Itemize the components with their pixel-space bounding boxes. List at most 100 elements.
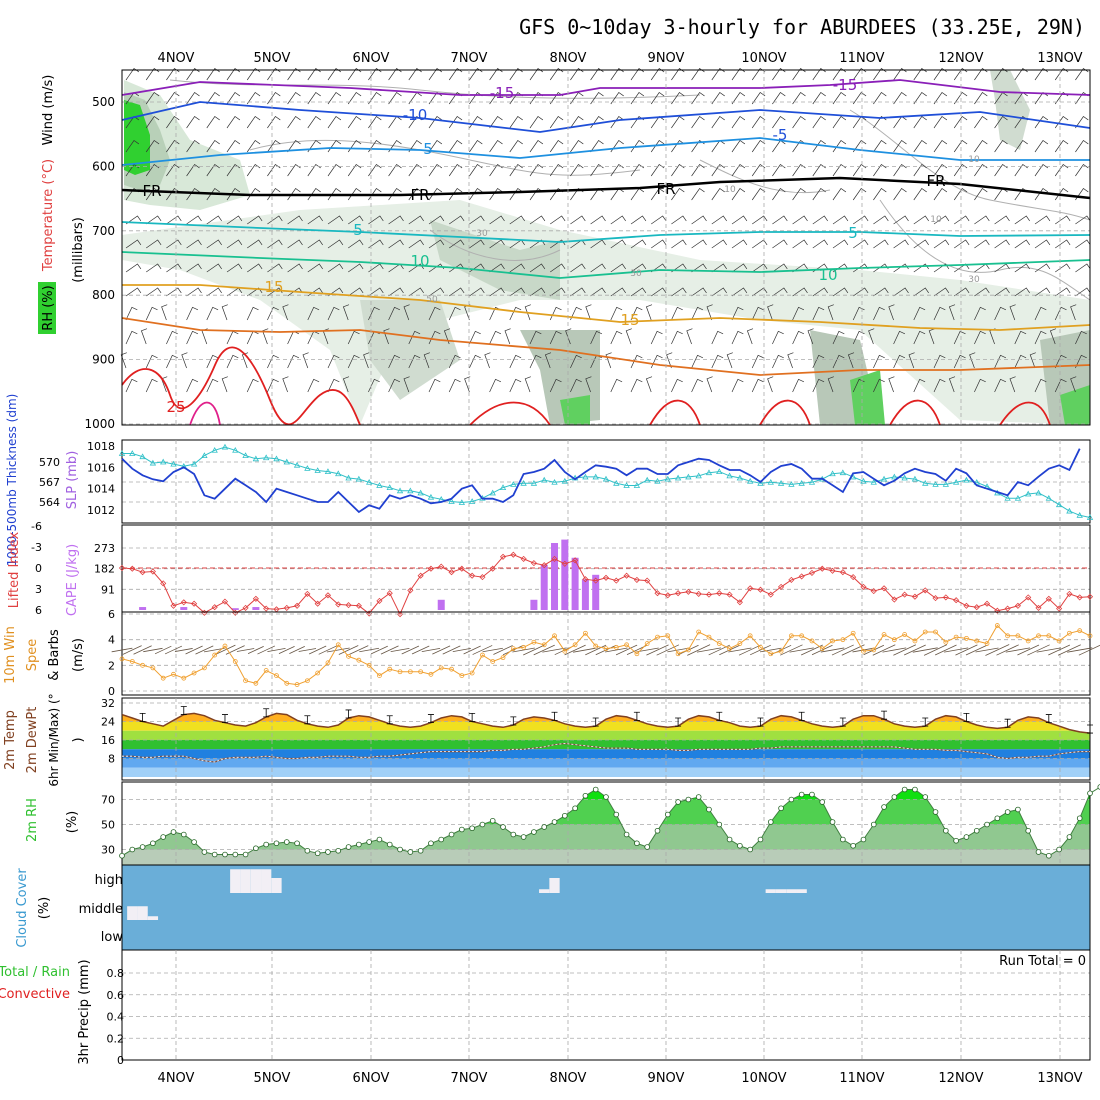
rh-marker xyxy=(325,849,331,855)
wind-barb xyxy=(428,92,443,105)
wind-barb xyxy=(1034,215,1051,225)
wind-barb xyxy=(994,116,1008,129)
wind-barb xyxy=(225,645,245,655)
wind-barb xyxy=(327,140,342,153)
wind-barb xyxy=(671,287,687,297)
wind-barb xyxy=(994,306,1007,321)
wind-marker xyxy=(531,639,537,645)
wind-barb xyxy=(711,140,725,153)
wind-barb xyxy=(186,263,202,273)
rh-contour xyxy=(249,139,641,176)
wind-barb xyxy=(509,287,525,297)
li-marker xyxy=(911,593,919,600)
wind-barb xyxy=(166,92,180,105)
wind-barb xyxy=(1075,263,1091,273)
wind-barb xyxy=(605,647,628,653)
wind-marker xyxy=(171,671,176,677)
temp-minmax xyxy=(427,714,434,724)
wind-marker xyxy=(943,639,949,645)
wind-barb xyxy=(852,330,865,345)
wind-barb xyxy=(923,644,948,656)
li-marker xyxy=(242,604,249,611)
rh-marker xyxy=(283,839,290,845)
wind-barb xyxy=(267,378,279,393)
wind-marker xyxy=(387,666,393,672)
wind-barb xyxy=(267,306,279,321)
wind-barb xyxy=(448,140,463,153)
wind-barb xyxy=(1034,287,1051,297)
wind-marker xyxy=(335,642,341,648)
slp-marker xyxy=(551,478,558,485)
wind-barb xyxy=(287,215,303,225)
li-marker xyxy=(716,590,723,597)
wind-barb xyxy=(948,376,956,393)
wind-barb xyxy=(570,68,584,81)
wind-barb xyxy=(691,306,704,321)
wind-marker xyxy=(830,638,835,644)
wind-barb xyxy=(166,239,182,249)
slp-tick: 1016 xyxy=(87,461,115,474)
bottom-date-label: 5NOV xyxy=(254,1071,291,1086)
li-marker xyxy=(798,573,805,580)
wind-barb xyxy=(246,68,261,81)
wind-barb xyxy=(166,164,180,177)
wind-marker xyxy=(984,641,990,646)
wind-barb xyxy=(752,239,768,249)
wind-marker xyxy=(304,678,310,684)
wind-marker xyxy=(572,642,578,648)
wind-axis-label: 10m Win xyxy=(3,626,18,684)
wind-barb xyxy=(523,644,545,656)
cape-li-panel: -6 -3 0 3 6 273 182 91 Lifted Index CAPE (J/kg) xyxy=(7,520,1094,618)
wind-barb xyxy=(327,68,342,81)
wind-marker xyxy=(881,632,887,637)
wind-barb xyxy=(630,287,647,297)
wind-barb xyxy=(789,647,814,653)
wind-barb xyxy=(691,188,705,201)
wind-barb xyxy=(751,68,766,81)
wind-barb xyxy=(221,304,228,321)
wind-barb xyxy=(509,68,523,81)
bottom-date-label: 8NOV xyxy=(550,1071,587,1086)
wind-barb xyxy=(342,376,350,393)
wind-barb xyxy=(186,116,200,129)
wind-barb xyxy=(390,647,410,653)
li-marker xyxy=(1045,595,1052,602)
slp-marker xyxy=(530,480,538,486)
wind-barb xyxy=(751,354,764,369)
rh-marker xyxy=(273,840,280,847)
wind-barb xyxy=(174,648,193,652)
wind-barb xyxy=(125,330,138,345)
slp-marker xyxy=(1035,489,1042,496)
wind-barb xyxy=(1014,215,1030,225)
wind-barb xyxy=(974,239,990,249)
slp-marker xyxy=(839,469,847,476)
isotherm xyxy=(121,101,1091,133)
wind-barb xyxy=(368,116,382,129)
slp-marker xyxy=(160,458,167,465)
wind-marker xyxy=(397,669,403,675)
wind-barb xyxy=(1034,263,1051,273)
li-marker xyxy=(170,602,177,609)
wind-barb xyxy=(913,215,929,225)
wind-barb xyxy=(423,352,430,369)
li-marker xyxy=(901,591,908,598)
wind-barb xyxy=(1070,376,1077,393)
wind-barb xyxy=(832,239,849,249)
wind-barb xyxy=(711,263,727,273)
slp-marker xyxy=(633,482,641,488)
li-marker xyxy=(499,553,507,560)
wind-barb xyxy=(933,354,946,369)
wind-barb xyxy=(1054,116,1069,129)
temp-minmax xyxy=(633,711,640,721)
wind-marker xyxy=(1077,628,1083,634)
wind-axis-label: Wind (m/s) xyxy=(41,75,56,146)
wind-barb xyxy=(893,140,907,153)
wind-barb xyxy=(893,263,909,273)
wind-barb xyxy=(570,215,586,225)
rh-marker xyxy=(469,825,475,832)
wind-barb xyxy=(509,188,523,201)
wind-barb xyxy=(565,328,572,345)
slp-marker xyxy=(674,474,682,481)
wind-barb xyxy=(348,263,364,273)
wind-barb xyxy=(246,116,261,129)
